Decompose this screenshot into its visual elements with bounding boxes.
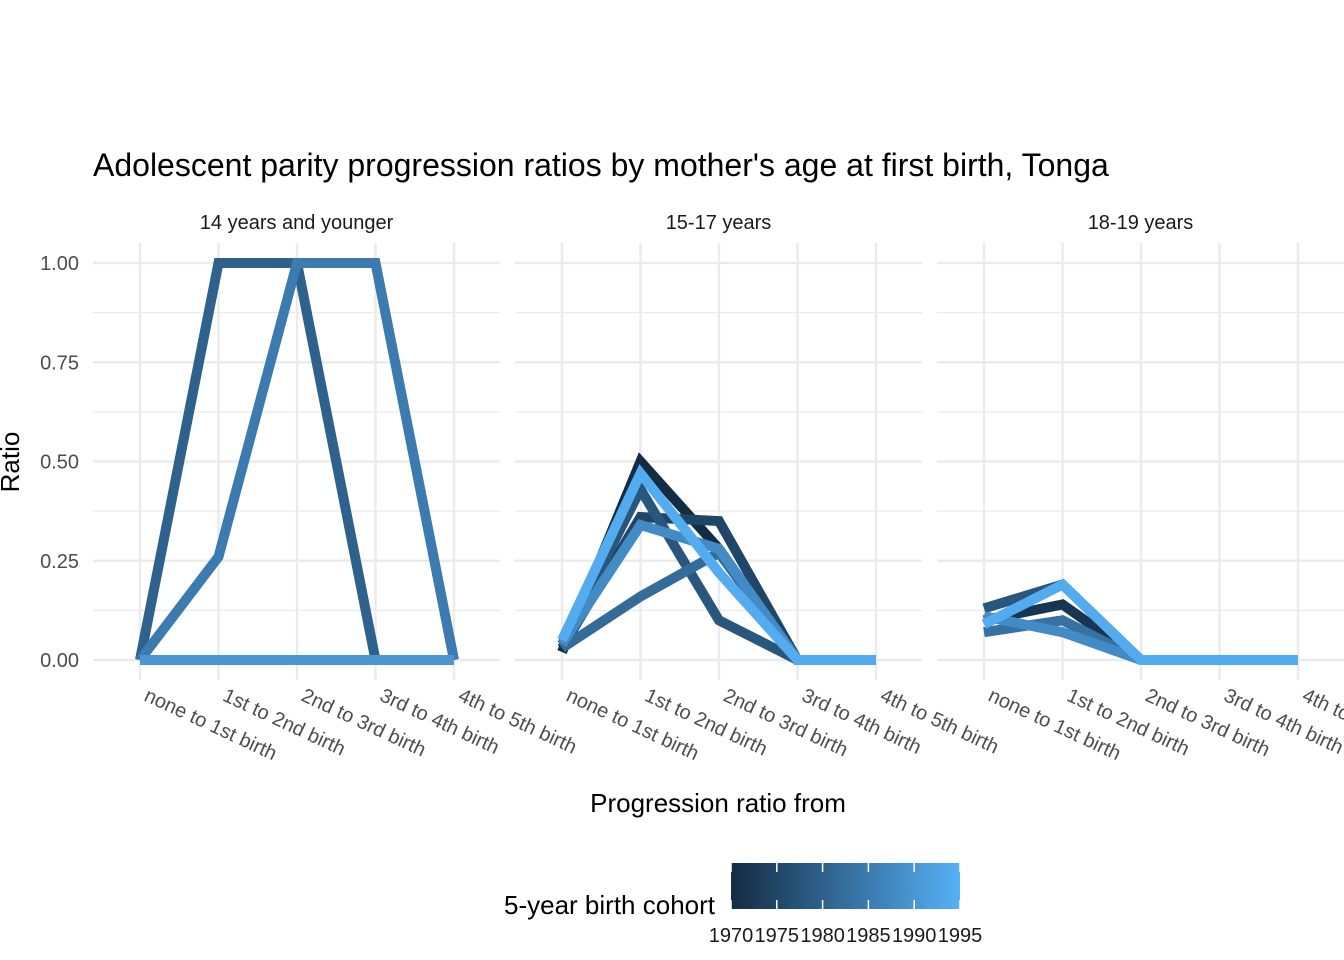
- chart-title: Adolescent parity progression ratios by …: [93, 147, 1109, 183]
- grid: [515, 243, 922, 680]
- y-tick-label: 0.00: [40, 650, 79, 672]
- facet-label: 14 years and younger: [200, 212, 394, 234]
- facet-label: 18-19 years: [1088, 212, 1194, 234]
- legend: 5-year birth cohort 1970 1975 1980 1985 1990…: [504, 863, 982, 947]
- legend-tick-label: 1995: [938, 925, 983, 947]
- legend-tick-label: 1975: [755, 925, 800, 947]
- y-tick-label: 0.50: [40, 452, 79, 474]
- series-line: [981, 578, 1298, 665]
- y-tick-label: 0.75: [40, 352, 79, 374]
- legend-tick-label: 1985: [846, 925, 891, 947]
- x-tick-label: none to 1st birth: [141, 685, 280, 766]
- x-axis-title: Progression ratio from: [590, 788, 846, 818]
- facet-label: 15-17 years: [666, 212, 772, 234]
- legend-tick-label: 1990: [892, 925, 937, 947]
- legend-colorbar: [731, 863, 960, 909]
- y-tick-label: 0.25: [40, 551, 79, 573]
- x-tick-label: none to 1st birth: [985, 685, 1124, 766]
- series-line: [557, 463, 876, 665]
- legend-title: 5-year birth cohort: [504, 890, 716, 920]
- x-tick-label: none to 1st birth: [563, 685, 702, 766]
- series-line: [136, 258, 459, 664]
- y-axis-title: Ratio: [0, 432, 25, 493]
- legend-tick-label: 1970: [709, 925, 754, 947]
- legend-tick-label: 1980: [800, 925, 845, 947]
- legend-ticks: 1970 1975 1980 1985 1990 1995: [709, 863, 983, 947]
- y-tick-label: 1.00: [40, 253, 79, 275]
